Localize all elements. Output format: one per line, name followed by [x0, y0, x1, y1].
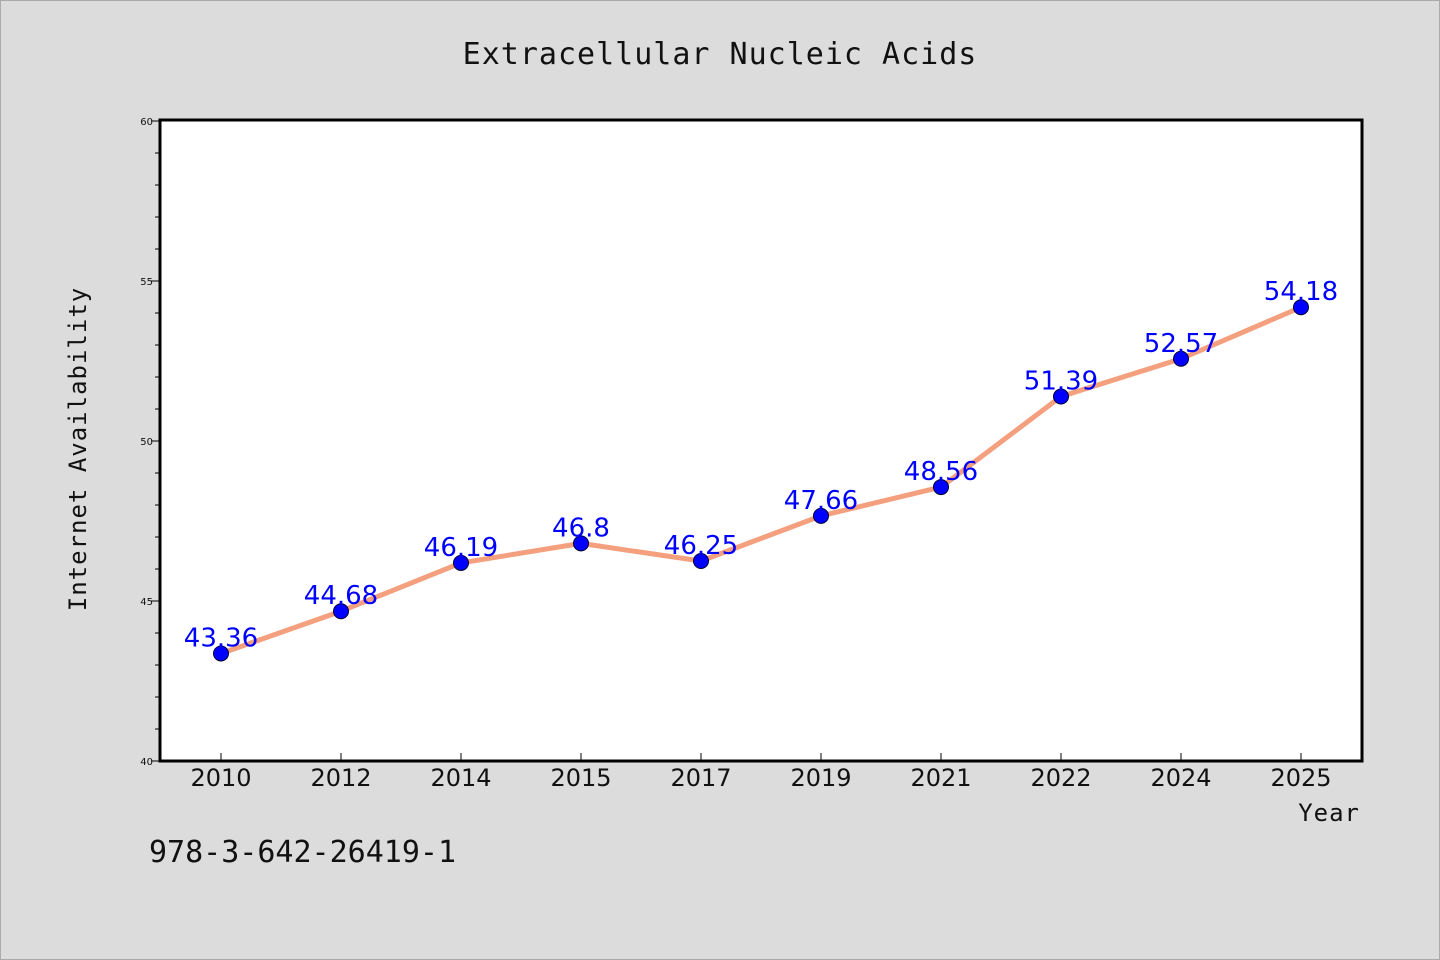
y-tick-label: 60	[140, 117, 153, 128]
x-axis: 2010 2012 2014 2015 2017 2019 2021 2022 2024 2025	[190, 753, 1332, 792]
data-point	[933, 479, 949, 496]
data-point	[693, 553, 709, 569]
data-label: 46.25	[664, 531, 738, 561]
data-point	[213, 645, 229, 662]
data-label: 52.57	[1144, 329, 1218, 359]
data-label: 44.68	[304, 581, 378, 611]
x-tick-label: 2010	[190, 764, 251, 792]
x-tick-label: 2024	[1150, 764, 1211, 792]
x-tick-label: 2012	[310, 764, 371, 792]
y-tick-label: 45	[140, 597, 153, 608]
data-label: 47.66	[784, 486, 858, 516]
data-label: 46.19	[424, 533, 498, 563]
isbn-label: 978-3-642-26419-1	[149, 835, 457, 870]
x-tick-label: 2025	[1270, 764, 1331, 792]
x-axis-label: Year	[1298, 799, 1360, 827]
data-point	[813, 507, 829, 524]
data-point	[1053, 388, 1069, 405]
x-tick-label: 2022	[1030, 764, 1091, 792]
x-tick-label: 2019	[790, 764, 851, 792]
data-point	[573, 535, 589, 552]
x-tick-label: 2017	[670, 764, 731, 792]
y-tick-label: 40	[140, 757, 153, 768]
y-axis-label: Internet Availability	[64, 287, 92, 611]
chart-title: Extracellular Nucleic Acids	[463, 37, 978, 72]
data-point	[1173, 350, 1189, 367]
x-tick-label: 2021	[910, 764, 971, 792]
y-tick-label: 50	[140, 437, 153, 448]
x-tick-label: 2015	[550, 764, 611, 792]
data-label: 54.18	[1264, 277, 1338, 307]
data-point	[333, 603, 349, 620]
data-label: 46.8	[552, 513, 610, 543]
y-tick-label: 55	[140, 277, 153, 288]
series-layer: 43.36 44.68 46.19 46.8 46.25 47.66 48.56 51.39 5…	[184, 277, 1338, 662]
plot-area	[158, 118, 1364, 763]
data-point	[1293, 299, 1309, 316]
data-label: 51.39	[1024, 367, 1098, 397]
series-line	[218, 304, 1304, 656]
y-axis: 40 45 50 55 60	[140, 117, 161, 768]
data-point	[453, 554, 469, 571]
data-label: 43.36	[184, 623, 258, 653]
x-tick-label: 2014	[430, 764, 491, 792]
data-label: 48.56	[904, 457, 978, 487]
